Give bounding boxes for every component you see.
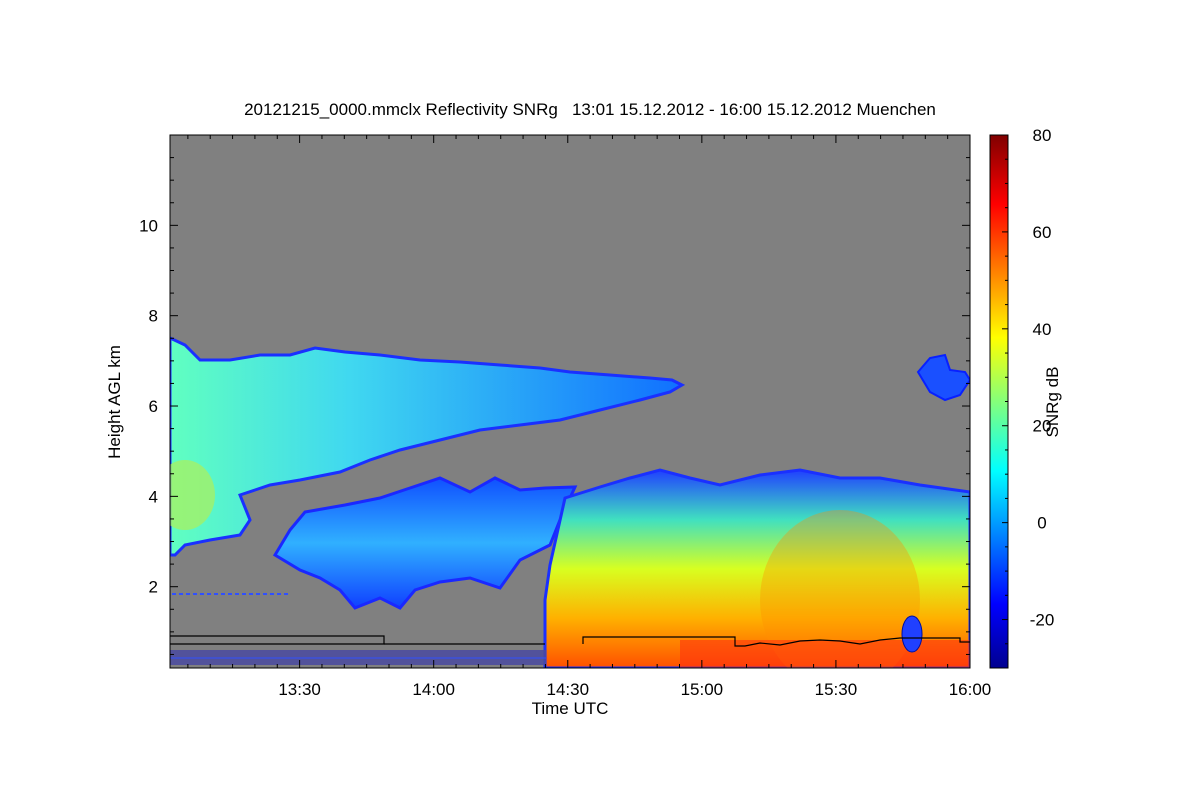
colorbar-axis: -20 0 20 40 60 80 <box>1002 126 1055 669</box>
x-axis: 13:30 14:00 14:30 15:00 15:30 16:00 <box>187 135 992 699</box>
x-axis-label: Time UTC <box>532 699 609 718</box>
x-tick-label: 16:00 <box>949 680 992 699</box>
y-tick-label: 2 <box>149 578 158 597</box>
cloud-base-line <box>170 635 385 645</box>
y-tick-label: 4 <box>149 487 158 506</box>
y-tick-label: 10 <box>139 216 158 235</box>
chart-title: 20121215_0000.mmclx Reflectivity SNRg 13… <box>244 100 936 119</box>
precipitation-surface-band <box>680 640 970 668</box>
precipitation-notch <box>901 615 923 653</box>
cloud-region-upper-layer <box>170 336 686 557</box>
cloud-region-upper-fragment <box>916 353 970 402</box>
colorbar-tick-label: 80 <box>1033 126 1052 145</box>
y-axis: 2 4 6 8 10 <box>139 157 970 655</box>
x-tick-label: 13:30 <box>278 680 321 699</box>
cloud-core-upper-layer <box>170 460 215 530</box>
colorbar-tick-label: 40 <box>1033 320 1052 339</box>
y-tick-label: 6 <box>149 397 158 416</box>
cloud-base-line-3 <box>582 636 970 647</box>
x-tick-label: 15:00 <box>681 680 724 699</box>
colorbar-label: SNRg dB <box>1043 367 1062 438</box>
x-tick-label: 15:30 <box>815 680 858 699</box>
colorbar-tick-label: 0 <box>1037 514 1046 533</box>
colorbar-tick-label: 60 <box>1033 223 1052 242</box>
colorbar-tick-label: -20 <box>1030 611 1055 630</box>
colorbar-tick-label: 20 <box>1033 417 1052 436</box>
plot-frame <box>169 134 971 669</box>
precipitation-core <box>760 510 920 668</box>
plot-area <box>170 135 970 668</box>
cloud-region-mid-layer <box>272 476 578 610</box>
x-tick-label: 14:30 <box>546 680 589 699</box>
x-tick-label: 14:00 <box>412 680 455 699</box>
y-tick-label: 8 <box>149 307 158 326</box>
precipitation-region <box>543 468 970 668</box>
y-axis-label: Height AGL km <box>105 345 124 459</box>
